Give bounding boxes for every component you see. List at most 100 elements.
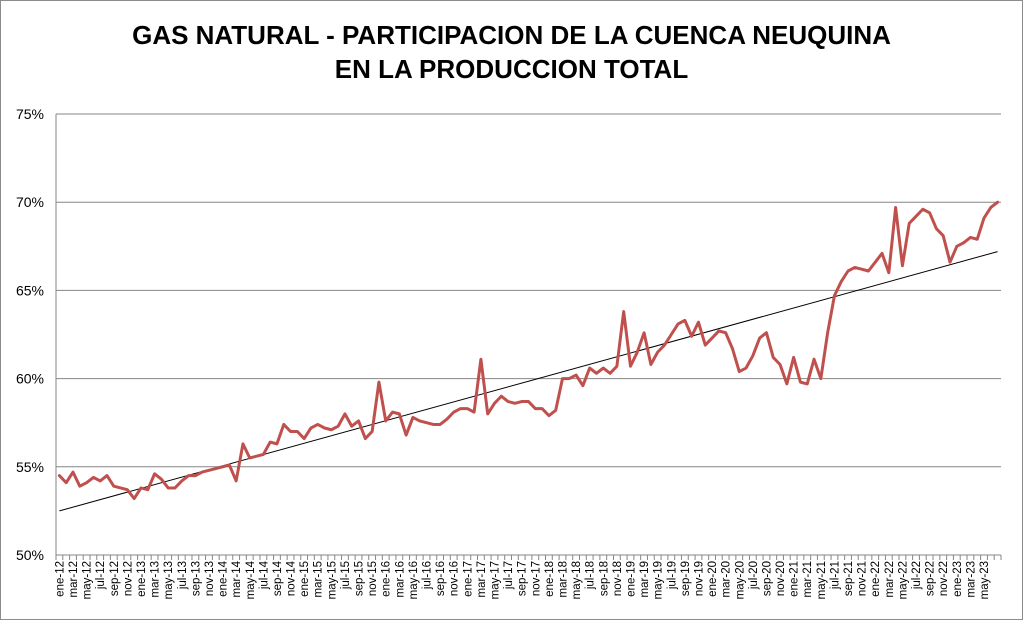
x-tick-label: nov-13	[204, 561, 216, 596]
x-tick-label: mar-12	[68, 561, 80, 597]
chart-title: GAS NATURAL - PARTICIPACION DE LA CUENCA…	[0, 18, 1023, 86]
data-point	[745, 367, 747, 369]
y-tick-label: 50%	[16, 547, 44, 563]
data-point	[813, 358, 815, 360]
x-tick-label: may-15	[326, 561, 338, 599]
x-tick-label: may-21	[816, 561, 828, 599]
data-point	[248, 457, 251, 459]
data-point	[371, 430, 373, 433]
x-tick-label: nov-18	[612, 561, 624, 596]
x-tick-label: ene-17	[462, 561, 474, 597]
x-tick-label: mar-17	[476, 561, 488, 597]
data-point	[228, 464, 231, 466]
x-tick-label: sep-13	[190, 561, 202, 596]
x-tick-label: nov-15	[367, 561, 379, 596]
data-point	[112, 485, 115, 488]
x-tick-label: ene-14	[218, 560, 230, 596]
data-point	[242, 443, 244, 445]
data-point	[194, 474, 197, 477]
data-point	[507, 400, 509, 403]
x-tick-label: ene-23	[952, 561, 964, 597]
x-tick-label: nov-14	[286, 560, 298, 596]
data-point	[888, 271, 890, 274]
x-tick-label: sep-16	[435, 561, 447, 596]
data-point	[466, 407, 469, 410]
data-point	[554, 409, 557, 412]
x-tick-label: nov-20	[775, 561, 787, 596]
x-tick-label: sep-15	[354, 561, 366, 596]
data-point	[616, 365, 618, 368]
data-point	[820, 377, 822, 380]
x-tick-label: nov-19	[693, 561, 705, 596]
data-point	[85, 481, 88, 484]
data-point	[126, 488, 129, 491]
x-tick-label: mar-23	[965, 561, 977, 597]
x-tick-label: mar-13	[150, 561, 162, 597]
x-tick-label: jul-19	[666, 561, 678, 590]
data-point	[874, 261, 877, 263]
data-point	[534, 407, 537, 410]
data-point	[942, 234, 945, 237]
y-tick-label: 60%	[16, 371, 44, 387]
data-point	[99, 480, 101, 482]
series-line	[57, 200, 1000, 501]
x-tick-label: may-17	[490, 561, 502, 599]
x-tick-label: sep-12	[109, 561, 121, 596]
data-point	[840, 280, 843, 283]
data-point	[72, 471, 74, 473]
data-point	[690, 335, 693, 338]
data-point	[255, 455, 258, 458]
data-point	[493, 402, 496, 405]
data-point	[684, 319, 686, 322]
data-point	[582, 384, 584, 387]
data-point	[480, 358, 482, 360]
data-point	[384, 420, 387, 422]
data-point	[711, 337, 713, 339]
data-point	[350, 425, 353, 428]
y-tick-label: 65%	[16, 282, 44, 298]
data-point	[928, 211, 931, 214]
data-point	[208, 469, 210, 472]
x-tick-label: ene-16	[381, 561, 393, 597]
data-point	[398, 413, 401, 415]
x-tick-label: ene-19	[625, 561, 637, 597]
data-point	[915, 215, 917, 218]
x-tick-label: jul-12	[95, 561, 107, 590]
data-point	[656, 351, 659, 353]
data-point	[765, 331, 768, 334]
data-point	[949, 261, 951, 263]
data-point	[894, 206, 897, 209]
data-point	[786, 383, 788, 385]
x-tick-label: sep-20	[761, 561, 773, 596]
data-point	[724, 331, 727, 334]
data-point	[140, 487, 142, 489]
data-point	[146, 488, 149, 491]
data-point	[337, 425, 339, 428]
data-point	[799, 381, 802, 383]
x-tick-label: mar-14	[231, 560, 243, 597]
x-tick-label: mar-16	[394, 561, 406, 597]
data-point	[316, 423, 319, 426]
data-point	[752, 354, 754, 357]
data-point	[527, 400, 530, 403]
x-tick-label: ene-18	[544, 561, 556, 597]
x-tick-label: may-13	[163, 561, 175, 599]
x-tick-label: may-20	[734, 561, 746, 599]
data-point	[235, 480, 237, 482]
x-tick-label: ene-21	[789, 561, 801, 597]
data-point	[983, 217, 985, 219]
data-point	[922, 208, 924, 211]
data-point	[344, 413, 346, 415]
x-tick-label: jul-21	[829, 561, 841, 590]
x-tick-label: jul-22	[911, 561, 923, 590]
data-point	[514, 402, 516, 405]
data-point	[962, 241, 965, 244]
data-point	[881, 252, 883, 255]
data-point	[262, 453, 265, 456]
data-point	[282, 423, 285, 426]
data-point	[221, 466, 224, 468]
data-point	[520, 400, 523, 403]
data-point	[629, 365, 632, 368]
